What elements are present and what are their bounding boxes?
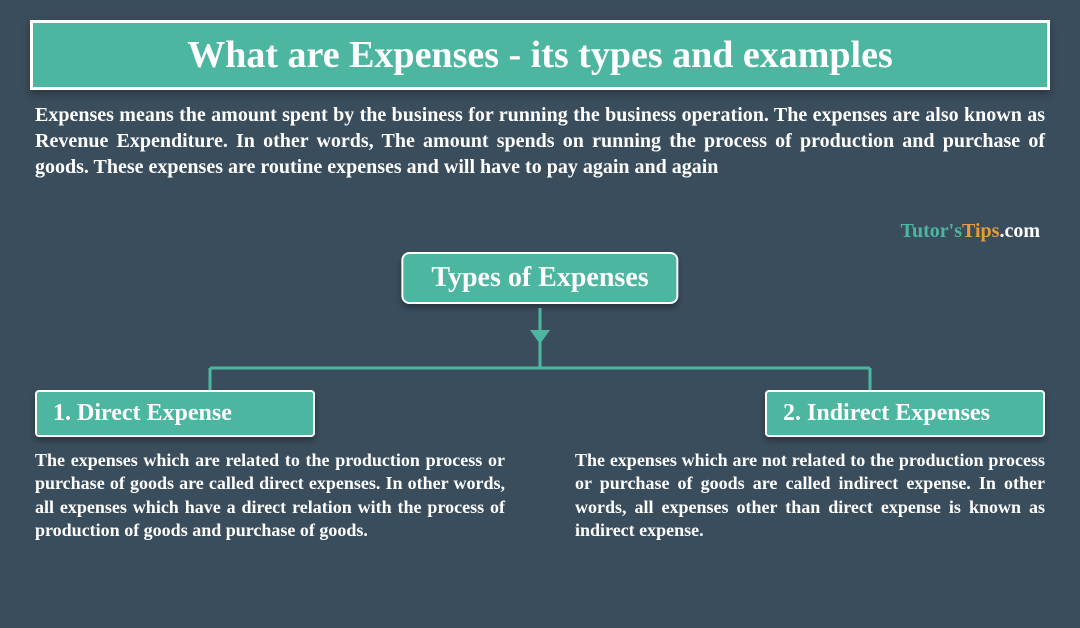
branch-header-indirect: 2. Indirect Expenses bbox=[765, 390, 1045, 437]
page-title: What are Expenses - its types and exampl… bbox=[53, 33, 1027, 77]
branch-desc-indirect: The expenses which are not related to th… bbox=[575, 449, 1045, 543]
brand-part-2: Tips bbox=[962, 220, 999, 242]
branch-desc-direct: The expenses which are related to the pr… bbox=[35, 449, 505, 543]
brand-part-1: Tutor's bbox=[900, 220, 962, 242]
title-banner: What are Expenses - its types and exampl… bbox=[30, 20, 1050, 90]
branch-indirect-expense: 2. Indirect Expenses The expenses which … bbox=[575, 390, 1045, 543]
brand-watermark: Tutor'sTips.com bbox=[900, 220, 1040, 243]
branch-direct-expense: 1. Direct Expense The expenses which are… bbox=[35, 390, 505, 543]
diagram-root-node: Types of Expenses bbox=[401, 252, 678, 304]
brand-part-3: .com bbox=[999, 220, 1040, 242]
intro-paragraph: Expenses means the amount spent by the b… bbox=[35, 102, 1045, 180]
branch-header-direct: 1. Direct Expense bbox=[35, 390, 315, 437]
